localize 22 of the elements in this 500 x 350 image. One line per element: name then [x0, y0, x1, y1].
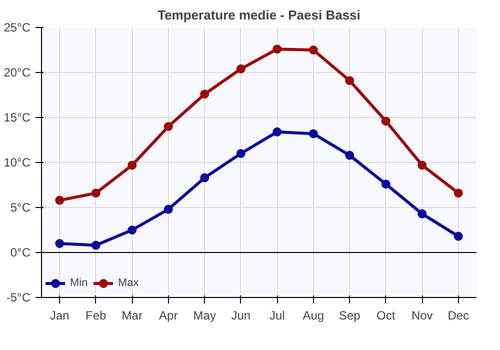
chart-title: Temperature medie - Paesi Bassi — [158, 8, 360, 22]
x-tick-label: Nov — [411, 308, 433, 322]
x-tick-label: Oct — [376, 308, 396, 322]
x-tick-label: Sep — [338, 308, 361, 322]
x-tick-label: Apr — [159, 308, 178, 322]
x-tick-label: Jun — [231, 308, 251, 322]
x-tick-label: Jan — [50, 308, 70, 322]
y-tick-label: 20°C — [4, 66, 31, 80]
legend-label: Min — [70, 277, 89, 289]
y-tick-label: 15°C — [4, 110, 31, 124]
y-tick-label: -5°C — [6, 290, 31, 304]
x-tick-label: Jul — [269, 308, 285, 322]
y-tick-label: 10°C — [4, 156, 31, 170]
x-tick-label: May — [193, 308, 216, 322]
legend-label: Max — [118, 277, 139, 289]
x-tick-label: Aug — [302, 308, 324, 322]
x-tick-label: Feb — [86, 308, 107, 322]
x-tick-label: Mar — [122, 308, 142, 322]
y-tick-label: 0°C — [10, 246, 31, 260]
x-tick-label: Dec — [448, 308, 470, 322]
y-tick-label: 5°C — [10, 200, 31, 214]
y-tick-label: 25°C — [4, 20, 31, 34]
